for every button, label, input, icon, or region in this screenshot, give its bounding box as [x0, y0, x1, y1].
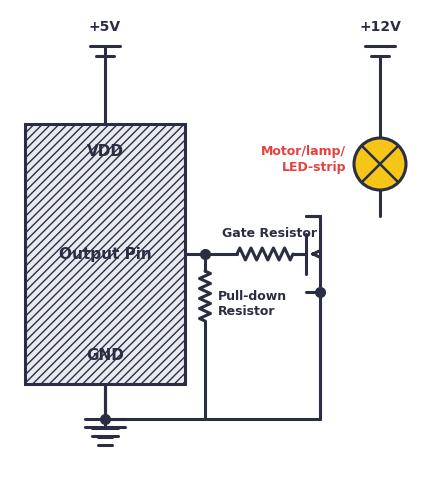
Text: Motor/lamp/
LED-strip: Motor/lamp/ LED-strip [260, 145, 345, 173]
Text: +12V: +12V [358, 20, 400, 34]
Text: Output Pin: Output Pin [59, 247, 151, 261]
Bar [25, 124, 184, 384]
Text: GND: GND [86, 348, 124, 364]
Text: VDD: VDD [86, 145, 123, 160]
Text: +5V: +5V [89, 20, 121, 34]
Text: Gate Resistor: Gate Resistor [222, 227, 317, 240]
Circle shape [353, 138, 405, 190]
Text: Pull-down
Resistor: Pull-down Resistor [218, 290, 286, 318]
